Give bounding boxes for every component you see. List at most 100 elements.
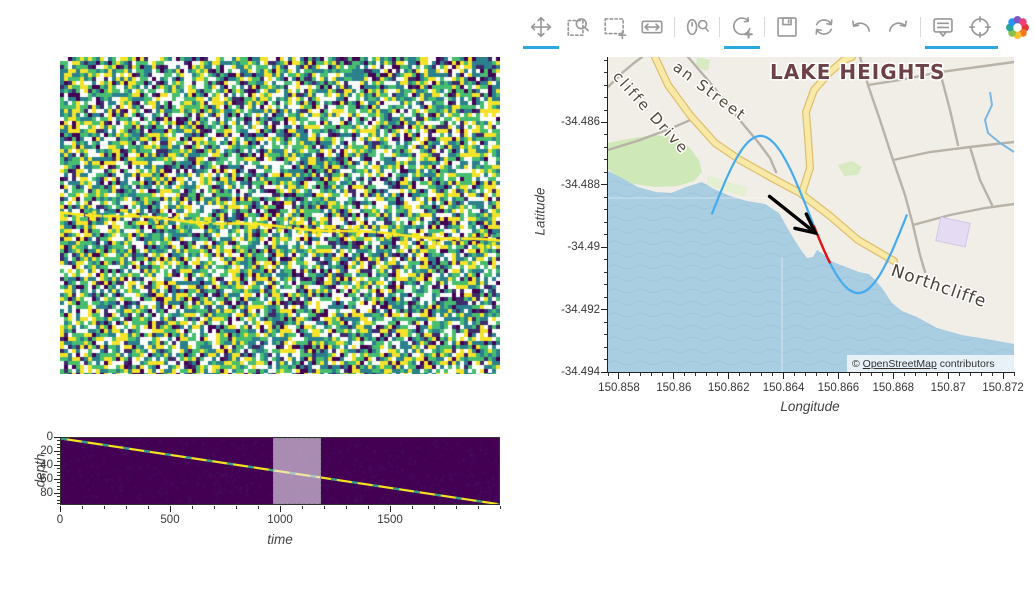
tick-mark: [345, 506, 347, 509]
tick-label: 40: [40, 459, 53, 472]
map-water-waves: [608, 171, 1014, 372]
inspect-tool-group: [925, 12, 998, 49]
tick-mark: [57, 496, 60, 498]
zoom-in-tool-button[interactable]: [724, 12, 760, 49]
tick-mark: [54, 450, 60, 452]
map-attribution[interactable]: © OpenStreetMap contributors: [852, 358, 995, 370]
tick-mark: [54, 436, 60, 438]
tick-mark: [604, 72, 607, 74]
tick-mark: [57, 454, 60, 456]
reset-tool-button[interactable]: [809, 12, 839, 42]
range-selection-box[interactable]: [273, 438, 322, 504]
tick-label: 150.87: [930, 382, 966, 394]
tick-mark: [81, 506, 83, 509]
tick-mark: [57, 440, 60, 441]
hover-tool-button[interactable]: [928, 12, 958, 42]
x-range-tool-button[interactable]: [637, 12, 667, 42]
tick-mark: [826, 373, 828, 376]
redo-arrow-button[interactable]: [883, 12, 913, 42]
toolbar-separator: [674, 17, 675, 37]
noise-image-plot[interactable]: [60, 57, 500, 374]
tick-mark: [604, 97, 607, 99]
x-box-arrows-icon: [641, 20, 663, 34]
tick-mark: [499, 506, 501, 509]
tick-mark: [125, 506, 127, 509]
redo-arrow-icon: [889, 20, 907, 32]
wheel-zoom-tool-button[interactable]: [682, 12, 712, 42]
tick-label: 150.868: [872, 382, 915, 394]
tick-mark: [57, 443, 60, 445]
tick-mark: [604, 259, 607, 261]
tick-mark: [604, 321, 607, 323]
tick-mark: [947, 373, 949, 379]
tick-mark: [169, 506, 171, 512]
tick-mark: [604, 159, 607, 161]
tick-mark: [903, 373, 905, 376]
tick-mark: [794, 373, 796, 376]
tick-mark: [477, 506, 479, 509]
save-tool-button[interactable]: [772, 12, 802, 42]
branch-road-fill: [799, 57, 855, 196]
box-select-tool-button[interactable]: [600, 12, 630, 42]
pan-icon: [530, 16, 552, 38]
tick-mark: [604, 346, 607, 348]
tick-mark: [604, 134, 607, 136]
tick-mark: [323, 506, 325, 509]
tick-mark: [618, 373, 620, 379]
tick-mark: [706, 373, 708, 376]
tick-mark: [991, 373, 993, 376]
tick-mark: [433, 506, 435, 509]
pan-tool-button[interactable]: [523, 12, 559, 49]
crosshair-tool-button[interactable]: [965, 12, 995, 42]
tick-mark: [57, 461, 60, 463]
minor-roads: [608, 57, 1014, 274]
map-plot[interactable]: LAKE HEIGHTS an Street cliffe Drive Nort…: [608, 57, 1014, 372]
box-zoom-tool-button[interactable]: [563, 12, 593, 42]
bokeh-logo[interactable]: [1002, 12, 1032, 42]
tick-mark: [601, 309, 607, 311]
box-select-icon: [604, 18, 627, 40]
depth-xlabel: time: [267, 532, 293, 547]
tick-mark: [1013, 373, 1015, 376]
tick-mark: [815, 373, 817, 376]
tick-mark: [914, 373, 916, 376]
tick-mark: [191, 506, 193, 509]
tick-label: 500: [160, 514, 180, 526]
tick-label: 150.858: [598, 382, 640, 394]
tick-label: 150.864: [762, 382, 805, 394]
tick-mark: [673, 373, 675, 379]
tick-mark: [640, 373, 642, 376]
hover-tooltip-icon: [933, 18, 953, 37]
tick-mark: [103, 506, 105, 509]
map-park-top: [696, 57, 710, 71]
tick-label: 0: [56, 514, 64, 526]
tick-mark: [57, 503, 60, 505]
tick-label: -34.494: [560, 366, 600, 378]
depth-time-plot[interactable]: [60, 437, 500, 505]
tick-label: 150.866: [817, 382, 860, 394]
tick-label: -34.486: [560, 116, 600, 129]
undo-tool-button[interactable]: [846, 12, 876, 42]
tick-mark: [147, 506, 149, 509]
map-y-axis-line: [607, 57, 608, 373]
tick-mark: [881, 373, 883, 376]
tick-mark: [925, 373, 927, 376]
tick-mark: [604, 109, 607, 111]
osm-map: LAKE HEIGHTS an Street cliffe Drive Nort…: [608, 57, 1014, 372]
tick-mark: [848, 373, 850, 376]
tick-mark: [54, 492, 60, 494]
tick-mark: [684, 373, 686, 376]
tick-mark: [601, 184, 607, 186]
tick-mark: [607, 373, 609, 376]
tick-mark: [604, 59, 607, 61]
tick-mark: [57, 447, 60, 448]
tick-mark: [57, 457, 60, 459]
tick-label: 60: [40, 473, 53, 486]
tick-mark: [301, 506, 303, 509]
annotation-arrow: [767, 194, 818, 235]
tick-mark: [662, 373, 664, 376]
tick-mark: [389, 506, 391, 512]
tick-label: 0: [46, 431, 53, 443]
tick-label: 150.86: [656, 382, 692, 394]
tick-mark: [601, 246, 607, 248]
